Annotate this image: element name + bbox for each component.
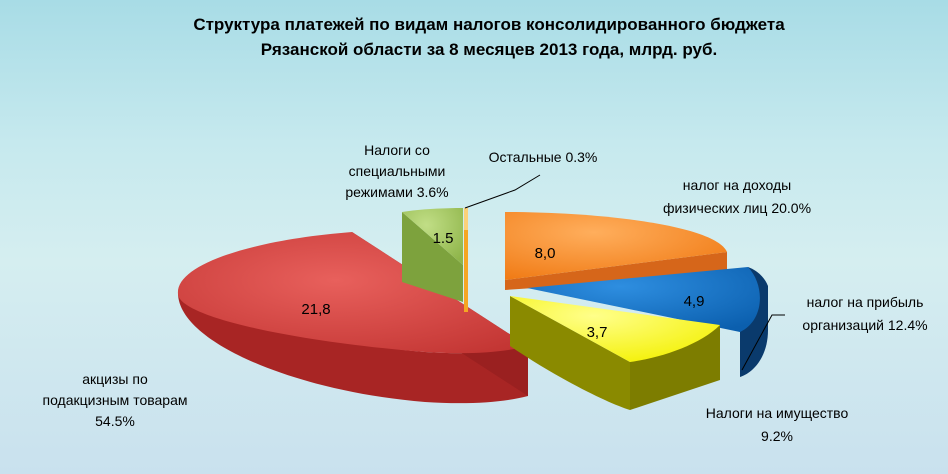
category-label-property-line-2: 9.2% [761, 428, 793, 444]
value-label-property: 3,7 [587, 324, 608, 341]
category-label-profit-line-2: организаций 12.4% [802, 317, 927, 333]
leader-line-other [464, 174, 541, 209]
slice-special-regimes [402, 208, 463, 302]
slice-excise [177, 232, 529, 404]
category-label-ndfl-line-1: налог на доходы [683, 177, 791, 193]
value-label-special-regimes: 1.5 [433, 230, 454, 247]
value-label-excise: 21,8 [301, 301, 330, 318]
category-label-excise-line-3: 54.5% [95, 413, 135, 429]
category-label-profit-line-1: налог на прибыль [807, 294, 924, 310]
category-label-special-regimes-line-2: специальными [349, 163, 446, 179]
category-label-ndfl-line-2: физических лиц 20.0% [663, 200, 811, 216]
category-label-property-line-1: Налоги на имущество [706, 405, 849, 421]
value-label-ndfl: 8,0 [535, 245, 556, 262]
category-label-excise-line-2: подакцизным товарам [42, 392, 187, 408]
slice-profit [527, 267, 768, 377]
slice-property [510, 296, 720, 410]
category-label-special-regimes-line-1: Налоги со [364, 142, 430, 158]
chart-title-line-1: Структура платежей по видам налогов конс… [193, 15, 785, 34]
leader-line-profit [741, 314, 785, 371]
category-label-other: Остальные 0.3% [489, 149, 598, 165]
value-label-profit: 4,9 [684, 293, 705, 310]
category-label-excise-line-1: акцизы по [82, 371, 148, 387]
slice-other [464, 208, 468, 312]
slice-ndfl [505, 212, 727, 290]
category-label-special-regimes-line-3: режимами 3.6% [345, 184, 448, 200]
chart-title-line-2: Рязанской области за 8 месяцев 2013 года… [261, 40, 717, 59]
